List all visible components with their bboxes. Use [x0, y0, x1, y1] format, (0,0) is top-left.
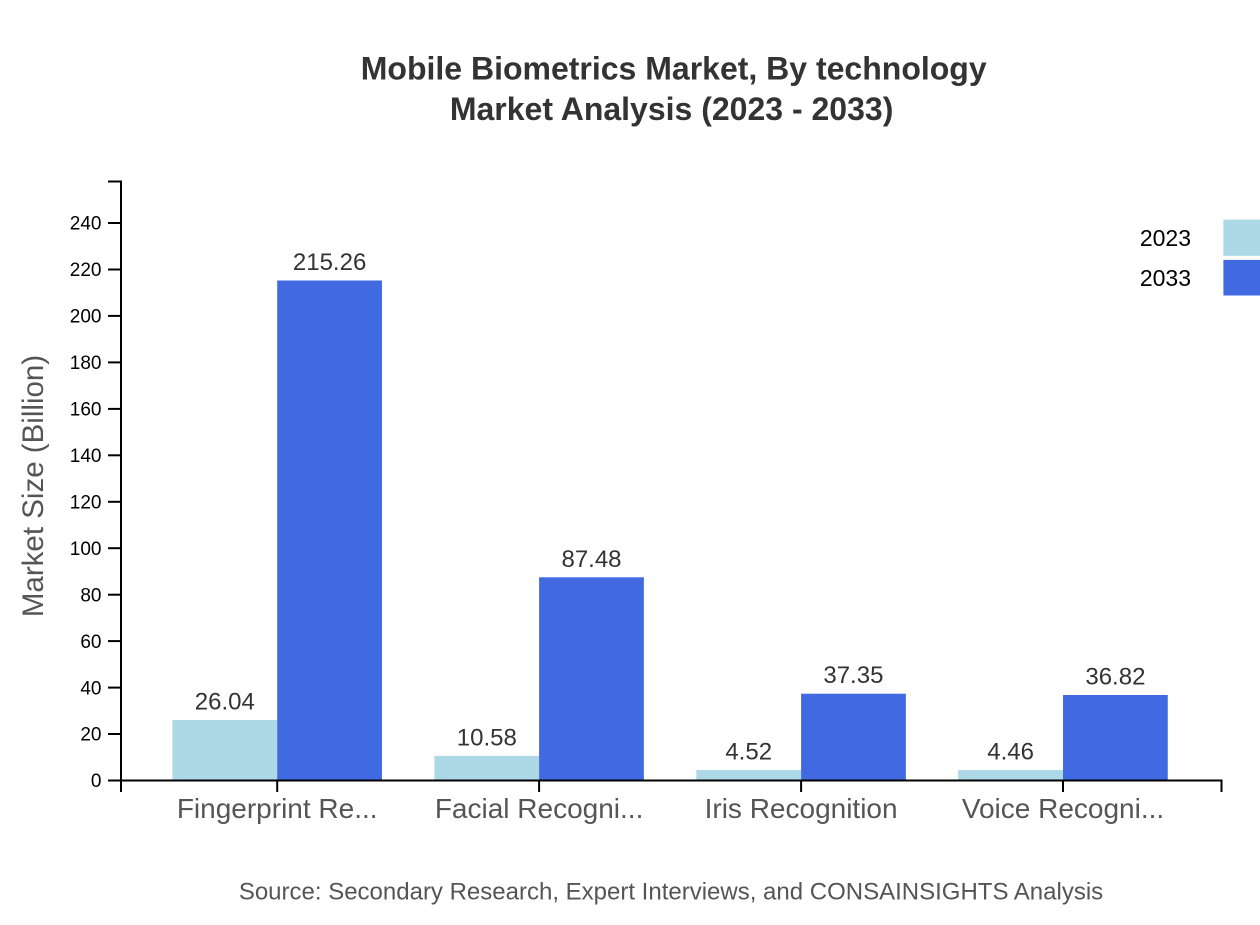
svg-text:87.48: 87.48 — [561, 546, 621, 573]
svg-text:140: 140 — [70, 446, 102, 467]
svg-text:Iris Recognition: Iris Recognition — [705, 793, 898, 824]
svg-text:Facial Recogni...: Facial Recogni... — [435, 793, 644, 824]
svg-text:220: 220 — [70, 260, 102, 281]
svg-text:26.04: 26.04 — [195, 689, 255, 716]
svg-text:36.82: 36.82 — [1085, 664, 1145, 691]
svg-text:180: 180 — [70, 353, 102, 374]
svg-text:2023: 2023 — [1140, 225, 1191, 251]
svg-text:100: 100 — [70, 539, 102, 560]
svg-text:215.26: 215.26 — [293, 249, 366, 276]
svg-text:37.35: 37.35 — [823, 662, 883, 689]
svg-text:240: 240 — [70, 214, 102, 235]
svg-text:Source: Secondary Research, Ex: Source: Secondary Research, Expert Inter… — [239, 879, 1103, 906]
svg-text:Fingerprint Re...: Fingerprint Re... — [177, 793, 378, 824]
svg-text:40: 40 — [80, 678, 101, 699]
svg-text:Mobile Biometrics Market, By t: Mobile Biometrics Market, By technology — [361, 51, 987, 87]
svg-text:120: 120 — [70, 493, 102, 514]
svg-text:4.52: 4.52 — [725, 739, 772, 766]
svg-text:200: 200 — [70, 307, 102, 328]
svg-text:Market Analysis (2023 - 2033): Market Analysis (2023 - 2033) — [450, 91, 894, 127]
svg-text:20: 20 — [80, 725, 101, 746]
svg-text:2033: 2033 — [1140, 265, 1191, 291]
svg-text:160: 160 — [70, 400, 102, 421]
svg-text:Voice Recogni...: Voice Recogni... — [962, 793, 1164, 824]
svg-text:0: 0 — [91, 771, 102, 792]
svg-text:60: 60 — [80, 632, 101, 653]
svg-text:Market Size (Billion): Market Size (Billion) — [17, 355, 50, 617]
svg-text:10.58: 10.58 — [457, 724, 517, 751]
svg-text:4.46: 4.46 — [987, 739, 1034, 766]
svg-text:80: 80 — [80, 585, 101, 606]
